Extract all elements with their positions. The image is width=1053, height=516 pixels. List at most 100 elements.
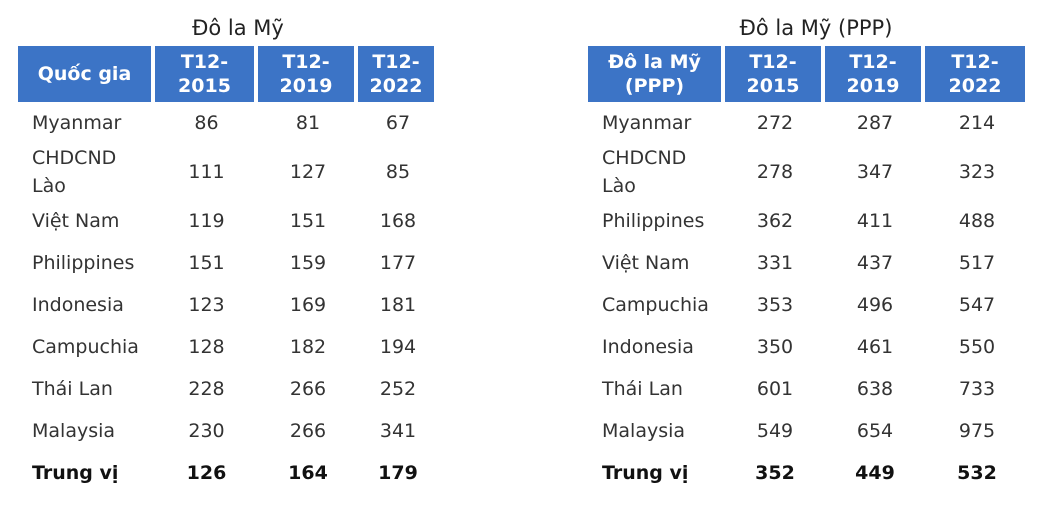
table-row: Việt Nam 119 151 168 [18,200,458,242]
cell-text: T12-2019 [279,51,333,97]
cell-text: 323 [958,161,996,183]
table-cell: 266 [258,410,358,452]
cell-text: T12-2022 [948,51,1002,97]
table-cell: 86 [155,102,258,144]
cell-text: Campuchia [602,294,709,316]
table-cell: 549 [725,410,825,452]
cell-text: Malaysia [32,420,116,442]
cell-text: 287 [856,112,894,134]
footer-row: Trung vị 352 449 532 [588,452,1044,494]
table-cell: 353 [725,284,825,326]
cell-text: 496 [856,294,894,316]
table-cell: 159 [258,242,358,284]
table-cell: Myanmar [588,102,725,144]
table-cell: 252 [358,368,438,410]
cell-text: 214 [958,112,996,134]
table-row: Indonesia 350 461 550 [588,326,1044,368]
table-cell: Campuchia [18,326,155,368]
table-cell: Myanmar [18,102,155,144]
cell-text: Philippines [32,252,135,274]
table-cell: CHDCND Lào [588,144,725,200]
cell-text: 119 [188,210,225,232]
table-row: Philippines 151 159 177 [18,242,458,284]
table-cell: 341 [358,410,438,452]
table-cell: 437 [825,242,925,284]
table-cell: 272 [725,102,825,144]
table-row: Malaysia 230 266 341 [18,410,458,452]
table-cell: 168 [358,200,438,242]
table-row: CHDCND Lào 111 127 85 [18,144,458,200]
cell-text: 230 [188,420,225,442]
table-cell: 177 [358,242,438,284]
cell-text: 126 [186,462,227,484]
table-row: Việt Nam 331 437 517 [588,242,1044,284]
table-row: Thái Lan 228 266 252 [18,368,458,410]
cell-text: CHDCND Lào [32,147,117,197]
cell-text: 437 [856,252,894,274]
table-cell: 323 [925,144,1029,200]
table-cell: 638 [825,368,925,410]
cell-text: Trung vị [602,462,689,484]
table-cell: 331 [725,242,825,284]
table-cell: 449 [825,452,925,494]
cell-text: 127 [289,161,327,183]
cell-text: 123 [188,294,225,316]
table-cell: 214 [925,102,1029,144]
cell-text: Đô la Mỹ (PPP) [608,51,701,97]
table-cell: 350 [725,326,825,368]
cell-text: 252 [379,378,417,400]
table-cell: 126 [155,452,258,494]
cell-text: Việt Nam [32,210,120,232]
cell-text: 128 [188,336,225,358]
cell-text: 228 [188,378,225,400]
cell-text: T12-2019 [846,51,900,97]
table-cell: 194 [358,326,438,368]
cell-text: 733 [958,378,996,400]
table-cell: 179 [358,452,438,494]
table-cell: Malaysia [18,410,155,452]
cell-text: 362 [756,210,794,232]
cell-text: Việt Nam [602,252,690,274]
cell-text: 449 [855,462,895,484]
cell-text: 461 [856,336,894,358]
cell-text: 547 [958,294,996,316]
cell-text: 517 [958,252,996,274]
cell-text: 164 [288,462,328,484]
table-row: Campuchia 353 496 547 [588,284,1044,326]
table-cell: Malaysia [588,410,725,452]
cell-text: 347 [856,161,894,183]
table-cell: 517 [925,242,1029,284]
table-row: Myanmar 86 81 67 [18,102,458,144]
table-cell: CHDCND Lào [18,144,155,200]
cell-text: 81 [295,112,321,134]
cell-text: 168 [379,210,417,232]
table-cell: Indonesia [18,284,155,326]
cell-text: 266 [289,378,327,400]
cell-text: 151 [289,210,327,232]
table-cell: Philippines [18,242,155,284]
table-cell: 266 [258,368,358,410]
table-cell: Việt Nam [18,200,155,242]
table-cell: Việt Nam [588,242,725,284]
table: Đô la Mỹ Quốc gia T12-2015 T12-2019 T12-2022… [18,10,458,494]
cell-text: Thái Lan [32,378,113,400]
cell-text: 278 [756,161,794,183]
cell-text: Campuchia [32,336,139,358]
table-row: Indonesia 123 169 181 [18,284,458,326]
cell-text: 341 [379,420,417,442]
header-row: Quốc gia T12-2015 T12-2019 T12-2022 [18,46,458,102]
table-row: CHDCND Lào 278 347 323 [588,144,1044,200]
table-cell: 151 [155,242,258,284]
table-cell: 287 [825,102,925,144]
cell-text: 654 [856,420,894,442]
cell-text: Indonesia [32,294,124,316]
cell-text: Trung vị [32,462,119,484]
table-cell: 164 [258,452,358,494]
cell-text: 67 [385,112,411,134]
table-cell: T12-2022 [358,46,434,102]
table-cell: 181 [358,284,438,326]
table-cell: 488 [925,200,1029,242]
table-cell: T12-2019 [258,46,354,102]
cell-text: 353 [756,294,794,316]
table-cell: 169 [258,284,358,326]
